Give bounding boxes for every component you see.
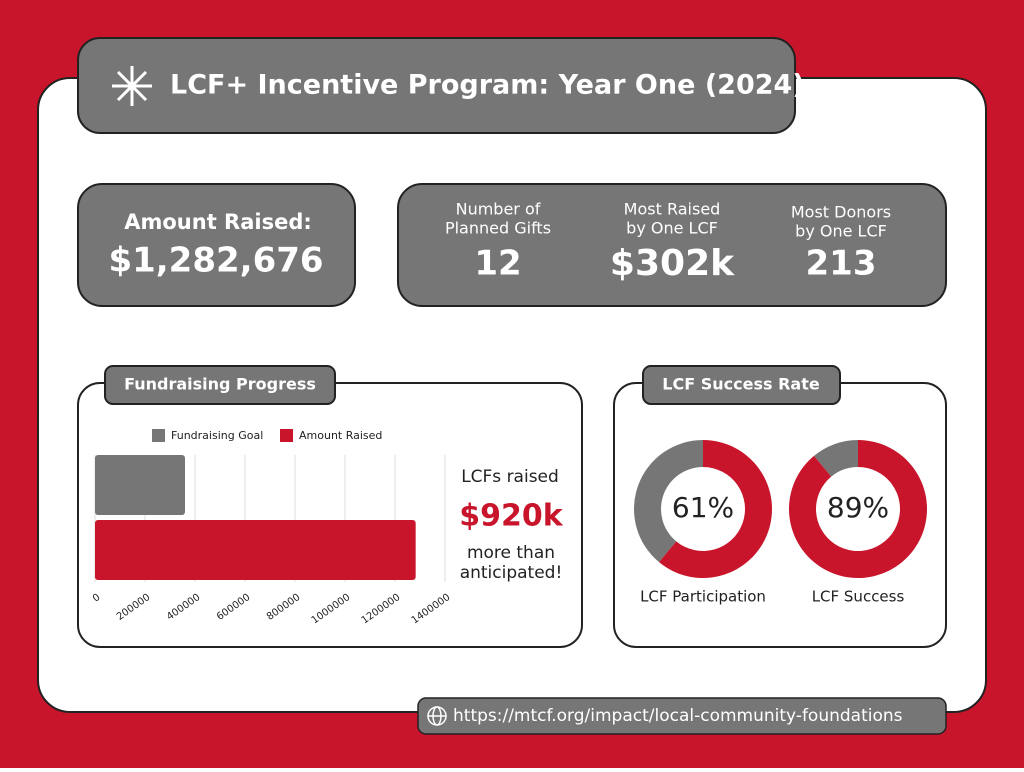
donut-slice <box>659 440 773 578</box>
globe-icon <box>427 706 447 726</box>
progress-title: Fundraising Progress <box>124 375 316 394</box>
stat-value: 12 <box>474 244 521 284</box>
annotation: anticipated! <box>460 563 563 583</box>
bar <box>95 455 185 515</box>
stats-box <box>397 183 947 307</box>
stat-label: Planned Gifts <box>445 219 551 238</box>
donut-rest <box>634 440 703 563</box>
success-tab <box>642 365 841 405</box>
stat-label: Number of <box>456 200 541 219</box>
donut-slice <box>789 440 928 578</box>
donut-rest <box>814 440 858 477</box>
star-icon <box>112 66 152 106</box>
amount-value: $1,282,676 <box>108 241 323 281</box>
legend-swatch <box>280 429 293 442</box>
stat-label: by One LCF <box>795 222 887 241</box>
url[interactable]: https://mtcf.org/impact/local-community-… <box>453 706 903 726</box>
donut-title: LCF Success <box>812 588 905 606</box>
annotation-highlight: $920k <box>459 499 563 534</box>
donut-label: 61% <box>672 491 734 524</box>
annotation: more than <box>467 543 555 563</box>
donut-title: LCF Participation <box>640 588 766 606</box>
donut-label: 89% <box>827 491 889 524</box>
url-pill[interactable] <box>417 697 947 735</box>
title: LCF+ Incentive Program: Year One (2024) <box>170 70 805 101</box>
stat-label: Most Raised <box>624 200 721 219</box>
legend-label: Fundraising Goal <box>171 429 263 442</box>
amount-box <box>77 183 356 307</box>
success-panel <box>613 382 947 648</box>
stat-value: 213 <box>806 244 877 284</box>
title-bar <box>77 37 796 134</box>
amount-label: Amount Raised: <box>124 210 312 234</box>
progress-tab <box>104 365 336 405</box>
stat-label: by One LCF <box>626 219 718 238</box>
annotation: LCFs raised <box>461 467 559 487</box>
legend-swatch <box>152 429 165 442</box>
bar <box>95 520 416 580</box>
success-title: LCF Success Rate <box>662 375 820 394</box>
legend-label: Amount Raised <box>299 429 382 442</box>
stat-value: $302k <box>610 243 735 284</box>
stat-label: Most Donors <box>791 203 891 222</box>
x-tick-label: 0 <box>91 592 103 605</box>
